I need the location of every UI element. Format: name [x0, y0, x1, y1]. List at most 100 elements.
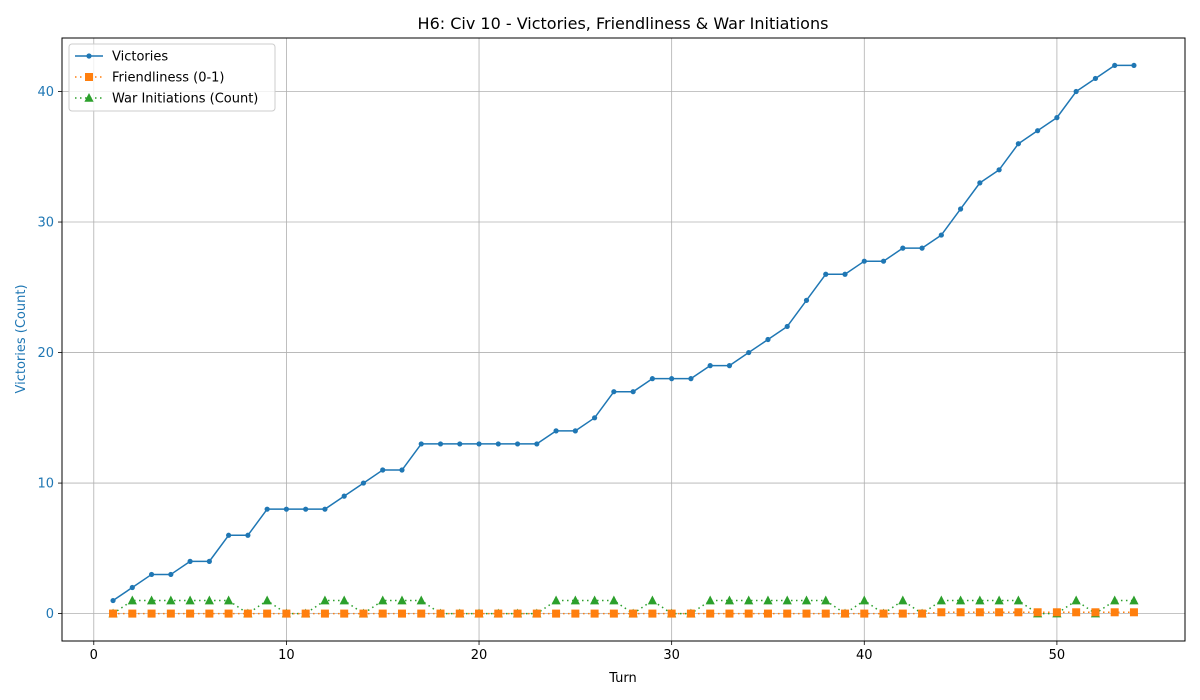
data-point [283, 506, 290, 512]
legend-item: Victories [75, 50, 168, 65]
data-point [303, 506, 309, 512]
data-point [842, 271, 848, 277]
legend-marker [84, 93, 94, 102]
data-point [263, 609, 272, 618]
legend-label: Friendliness (0-1) [112, 71, 225, 86]
data-point [109, 609, 118, 618]
data-point [416, 595, 426, 605]
data-point [1073, 88, 1079, 95]
data-point [649, 376, 655, 382]
data-point [955, 595, 966, 605]
data-point [110, 597, 116, 604]
data-point [746, 349, 752, 356]
data-point [1015, 141, 1021, 147]
data-point [380, 467, 386, 473]
y-tick-label: 40 [37, 85, 54, 100]
data-point [570, 595, 580, 605]
data-point [360, 480, 367, 486]
data-point [514, 441, 521, 447]
y-tick-label: 20 [37, 346, 54, 361]
legend-marker [85, 73, 93, 81]
y-tick-label: 0 [46, 607, 54, 622]
data-point [186, 609, 195, 618]
x-tick-label: 50 [1049, 648, 1066, 663]
data-point [957, 206, 964, 212]
data-point [937, 608, 946, 617]
data-point [341, 493, 347, 499]
data-point [1071, 595, 1081, 605]
data-point [706, 609, 715, 618]
data-point [880, 258, 887, 264]
data-point [688, 376, 694, 382]
axes: 0 10 20 30 40 50 0 10 20 30 40 [37, 85, 1065, 663]
data-point [262, 595, 272, 605]
data-point [956, 608, 965, 617]
data-point [898, 609, 907, 618]
data-point [551, 595, 561, 605]
data-point [841, 609, 850, 618]
data-point [553, 428, 559, 434]
data-point [437, 441, 444, 447]
data-point [936, 595, 946, 605]
data-point [476, 441, 482, 447]
data-point [185, 595, 195, 605]
data-point [765, 336, 771, 343]
data-point [938, 232, 944, 238]
data-point [1092, 75, 1099, 82]
data-point [669, 376, 675, 382]
data-point [552, 609, 561, 618]
data-point [995, 608, 1004, 617]
data-point [436, 609, 445, 618]
data-point [823, 271, 829, 277]
data-point [532, 609, 541, 618]
data-point [320, 595, 330, 605]
y-tick-label: 30 [37, 216, 54, 231]
x-tick-label: 20 [471, 648, 488, 663]
data-point [572, 428, 578, 434]
data-point [918, 609, 927, 618]
data-point [763, 609, 772, 618]
data-point [707, 363, 713, 369]
data-point [378, 595, 388, 605]
data-point [975, 595, 985, 605]
data-point [783, 609, 792, 618]
data-point [609, 595, 619, 605]
data-point [801, 595, 812, 605]
data-point [1112, 62, 1118, 69]
data-point [513, 609, 522, 618]
data-point [282, 609, 291, 618]
data-point [397, 595, 407, 605]
data-point [975, 608, 984, 617]
data-point [1054, 115, 1060, 121]
data-point [129, 584, 135, 591]
data-point [397, 609, 406, 618]
data-point [1033, 608, 1042, 617]
data-point [592, 415, 598, 421]
x-tick-label: 30 [663, 648, 680, 663]
data-point [455, 609, 464, 618]
data-point [1110, 595, 1120, 605]
plot-frame [61, 37, 1186, 642]
legend-label: Victories [112, 50, 168, 65]
data-point [898, 595, 908, 605]
data-point [784, 323, 790, 330]
y-axis-label: Victories (Count) [14, 284, 29, 393]
data-point [590, 595, 600, 605]
series-victories [110, 62, 1137, 604]
data-point [648, 609, 657, 618]
y-tick-label: 10 [37, 477, 54, 492]
data-point [861, 258, 867, 264]
data-point [495, 441, 501, 447]
data-point [245, 532, 251, 538]
data-point [725, 609, 734, 618]
data-point [647, 595, 657, 605]
data-point [322, 506, 328, 512]
data-point [859, 595, 869, 605]
data-point [320, 609, 329, 618]
data-point [1013, 595, 1023, 605]
data-point [166, 609, 175, 618]
data-point [630, 389, 636, 395]
data-point [590, 609, 599, 618]
data-point [204, 595, 214, 605]
